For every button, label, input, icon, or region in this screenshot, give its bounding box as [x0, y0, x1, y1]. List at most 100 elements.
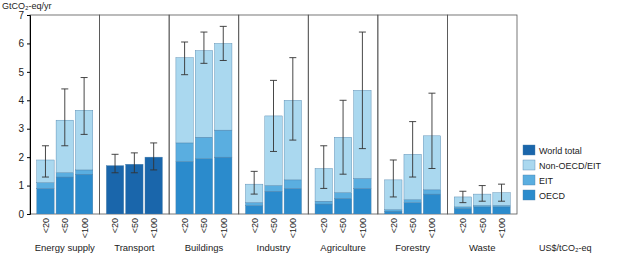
legend-swatch: [523, 190, 535, 200]
legend-label: EIT: [539, 176, 554, 186]
error-cap: [459, 202, 466, 203]
error-cap: [112, 172, 119, 173]
error-line: [412, 122, 413, 177]
panel-frame: [308, 15, 378, 214]
y-tick-label: 0: [18, 209, 24, 220]
x-tick-label: <50: [478, 218, 488, 233]
error-bar: [42, 146, 49, 177]
group-label: Agriculture: [320, 242, 365, 253]
bar-segment: [493, 205, 510, 206]
error-cap: [220, 60, 227, 61]
error-cap: [498, 184, 505, 185]
x-tick: <50: [60, 218, 70, 233]
x-tick: <20: [180, 218, 190, 233]
x-tick: <100: [79, 218, 89, 238]
y-tick-mark: [27, 43, 30, 44]
panel-frame: [169, 15, 239, 214]
y-tick: 1: [18, 180, 30, 191]
x-axis: <20<50<100<20<50<100<20<50<100<20<50<100…: [41, 218, 507, 238]
error-cap: [112, 154, 119, 155]
x-tick: <50: [199, 218, 209, 233]
error-line: [254, 171, 255, 194]
error-bar: [340, 100, 347, 174]
y-tick: 4: [18, 95, 30, 106]
error-cap: [479, 185, 486, 186]
bar-segment: [354, 178, 371, 188]
error-cap: [42, 177, 49, 178]
error-line: [64, 89, 65, 146]
x-tick-label: <100: [219, 218, 229, 238]
error-cap: [150, 142, 157, 143]
error-cap: [459, 191, 466, 192]
error-bar: [181, 42, 188, 75]
bar-segment: [37, 188, 54, 214]
group-label: Industry: [257, 242, 291, 253]
x-tick-label: <50: [130, 218, 140, 233]
panels: [30, 15, 517, 214]
x-tick: <50: [130, 218, 140, 233]
error-line: [362, 32, 363, 149]
error-line: [501, 184, 502, 201]
panel-frame: [30, 15, 100, 214]
group-label: Waste: [469, 242, 496, 253]
bar-segment: [75, 170, 92, 174]
error-bar: [409, 122, 416, 177]
legend-label: Non-OECD/EIT: [539, 161, 602, 171]
y-tick-mark: [27, 15, 30, 16]
error-bar: [61, 89, 68, 146]
y-tick-mark: [27, 100, 30, 101]
error-bar: [428, 93, 435, 168]
y-tick-mark: [27, 157, 30, 158]
x-tick: <20: [250, 218, 260, 233]
error-line: [343, 100, 344, 174]
error-cap: [200, 63, 207, 64]
error-cap: [409, 121, 416, 122]
error-line: [223, 26, 224, 60]
error-bar: [200, 32, 207, 63]
x-tick-label: <100: [288, 218, 298, 238]
legend-swatch: [523, 160, 535, 170]
error-bar: [131, 153, 138, 173]
panel-frame: [447, 15, 517, 214]
bar-segment: [106, 166, 123, 214]
error-cap: [251, 171, 258, 172]
x-tick: <100: [149, 218, 159, 238]
error-bar: [459, 191, 466, 202]
error-cap: [409, 177, 416, 178]
bar-segment: [195, 137, 212, 158]
x-tick-label: <20: [180, 218, 190, 233]
error-bar: [150, 143, 157, 170]
bar-segment: [215, 130, 232, 157]
error-cap: [270, 151, 277, 152]
bar-segment: [176, 143, 193, 161]
error-cap: [131, 172, 138, 173]
panel-frame: [378, 15, 448, 214]
bar-segment: [37, 183, 54, 189]
error-bar: [289, 58, 296, 140]
bar-segment: [265, 186, 282, 192]
error-cap: [289, 57, 296, 58]
chart: 01234567GtCO₂-eq/yr<20<50<100<20<50<100<…: [0, 0, 625, 256]
error-line: [153, 143, 154, 170]
bar-segment: [56, 173, 73, 177]
bar-segment: [315, 204, 332, 214]
legend: World totalNon-OECD/EITEITOECD: [523, 145, 602, 201]
x-tick: <100: [358, 218, 368, 238]
bar-segment: [404, 200, 421, 203]
x-tick-label: <100: [497, 218, 507, 238]
bar-segment: [284, 188, 301, 214]
legend-swatch: [523, 175, 535, 185]
x-tick-label: <50: [269, 218, 279, 233]
x-tick: <20: [110, 218, 120, 233]
bar-segment: [176, 161, 193, 214]
legend-label: OECD: [539, 191, 566, 201]
x-tick-label: <100: [149, 218, 159, 238]
x-tick-label: <100: [427, 218, 437, 238]
bar-segment: [354, 188, 371, 214]
error-cap: [220, 26, 227, 27]
y-tick-label: 6: [18, 38, 24, 49]
panel-frame: [100, 15, 170, 214]
error-bar: [390, 160, 397, 197]
error-line: [393, 160, 394, 197]
y-tick-label: 1: [18, 180, 24, 191]
